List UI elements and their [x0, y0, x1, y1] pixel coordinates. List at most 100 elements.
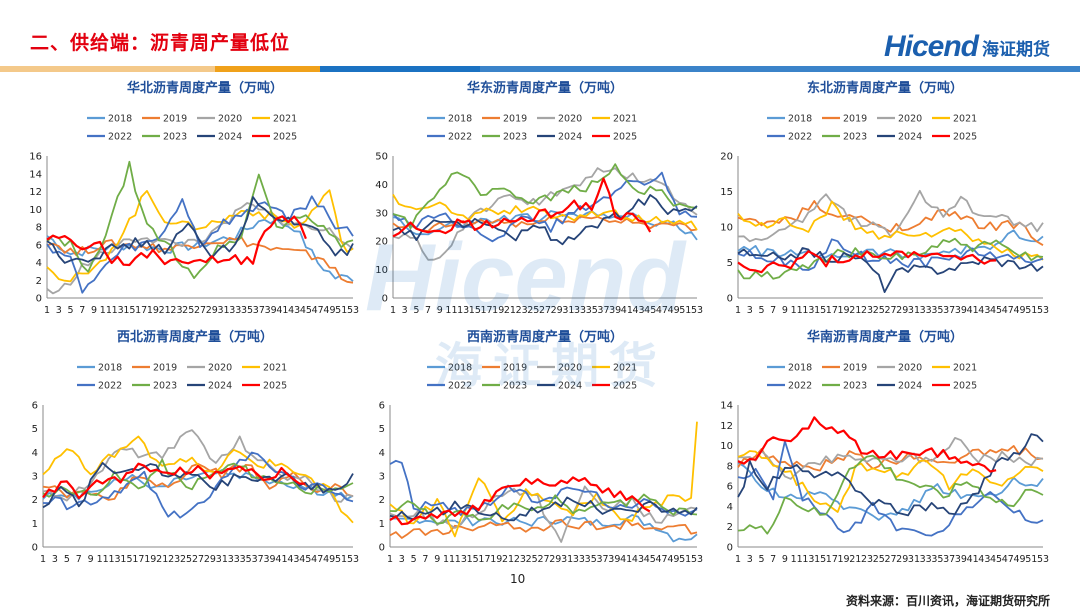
y-tick-label: 10	[720, 223, 733, 234]
legend-label: 2024	[558, 132, 582, 143]
y-tick-label: 10	[29, 205, 42, 216]
x-tick-label: 53	[691, 554, 703, 565]
series-line-2025	[46, 215, 307, 267]
y-tick-label: 14	[720, 401, 733, 412]
legend-label: 2021	[273, 114, 297, 125]
x-tick-label: 27	[537, 554, 549, 565]
y-tick-label: 0	[379, 543, 385, 554]
series-line-2020	[392, 167, 698, 261]
y-tick-label: 10	[375, 265, 388, 276]
y-tick-label: 50	[375, 152, 388, 163]
x-tick-label: 1	[387, 554, 393, 565]
y-tick-label: 0	[32, 543, 38, 554]
series-line-2024	[42, 461, 354, 509]
x-tick-label: 45	[644, 305, 656, 316]
y-tick-label: 6	[379, 401, 385, 412]
x-tick-label: 39	[955, 305, 967, 316]
series-line-2023	[737, 454, 1044, 535]
x-tick-label: 49	[1013, 305, 1025, 316]
x-tick-label: 25	[873, 305, 885, 316]
x-tick-label: 49	[323, 305, 335, 316]
x-tick-label: 23	[168, 554, 180, 565]
series-line-2024	[392, 194, 698, 246]
series-line-2025	[42, 462, 306, 500]
x-tick-label: 29	[551, 305, 563, 316]
legend-label: 2024	[208, 381, 232, 392]
divider-segment	[320, 66, 480, 72]
x-tick-label: 43	[632, 305, 644, 316]
x-tick-label: 13	[802, 305, 814, 316]
legend-label: 2022	[448, 132, 472, 143]
legend-label: 2022	[448, 381, 472, 392]
x-tick-label: 1	[735, 305, 741, 316]
x-tick-label: 29	[204, 554, 216, 565]
x-tick-label: 3	[399, 554, 405, 565]
x-tick-label: 11	[100, 305, 112, 316]
series-line-2022	[389, 459, 698, 517]
x-tick-label: 25	[527, 305, 539, 316]
x-tick-label: 41	[967, 554, 979, 565]
x-tick-label: 11	[791, 305, 803, 316]
x-tick-label: 45	[300, 305, 312, 316]
x-tick-label: 27	[884, 554, 896, 565]
x-tick-label: 3	[402, 305, 408, 316]
x-tick-label: 15	[469, 305, 481, 316]
y-tick-label: 2	[727, 522, 733, 533]
x-tick-label: 17	[480, 305, 492, 316]
x-tick-label: 35	[241, 305, 253, 316]
y-tick-label: 14	[29, 169, 42, 180]
x-tick-label: 31	[216, 554, 228, 565]
x-tick-label: 11	[443, 554, 455, 565]
x-tick-label: 51	[679, 554, 691, 565]
x-tick-label: 9	[437, 305, 443, 316]
y-tick-label: 0	[382, 294, 388, 305]
x-tick-label: 7	[770, 554, 776, 565]
y-tick-label: 6	[36, 240, 42, 251]
x-tick-label: 31	[908, 305, 920, 316]
x-tick-label: 27	[192, 554, 204, 565]
x-tick-label: 3	[747, 554, 753, 565]
y-tick-label: 40	[375, 180, 388, 191]
legend-label: 2023	[503, 381, 527, 392]
divider-segment	[0, 66, 215, 72]
x-tick-label: 15	[123, 305, 135, 316]
chart-title: 华东沥青周度产量（万吨）	[467, 80, 623, 96]
legend-label: 2018	[108, 114, 132, 125]
legend-label: 2018	[788, 363, 812, 374]
chart-title: 西北沥青周度产量（万吨）	[117, 329, 273, 345]
x-tick-label: 39	[263, 554, 275, 565]
x-tick-label: 1	[40, 554, 46, 565]
x-tick-label: 15	[814, 554, 826, 565]
x-tick-label: 21	[159, 305, 171, 316]
x-tick-label: 7	[76, 554, 82, 565]
x-tick-label: 43	[632, 554, 644, 565]
series-line-2022	[42, 451, 354, 519]
x-tick-label: 21	[502, 554, 514, 565]
x-tick-label: 17	[826, 305, 838, 316]
x-tick-label: 43	[978, 305, 990, 316]
y-tick-label: 4	[727, 502, 733, 513]
y-tick-label: 20	[375, 237, 388, 248]
x-tick-label: 25	[526, 554, 538, 565]
x-tick-label: 33	[574, 305, 586, 316]
x-tick-label: 33	[228, 554, 240, 565]
y-tick-label: 1	[379, 519, 385, 530]
x-tick-label: 9	[91, 305, 97, 316]
legend-label: 2023	[503, 132, 527, 143]
legend-label: 2023	[843, 132, 867, 143]
x-tick-label: 31	[217, 305, 229, 316]
y-tick-label: 4	[32, 448, 38, 459]
logo-text-en: Hicend	[883, 30, 979, 63]
legend-label: 2018	[788, 114, 812, 125]
x-tick-label: 35	[586, 305, 598, 316]
series-line-2023	[389, 493, 698, 525]
x-tick-label: 5	[413, 305, 419, 316]
x-tick-label: 3	[56, 305, 62, 316]
legend-label: 2025	[953, 132, 977, 143]
x-tick-label: 27	[194, 305, 206, 316]
series-line-2022	[46, 195, 354, 294]
x-tick-label: 9	[782, 554, 788, 565]
legend-label: 2021	[263, 363, 287, 374]
x-tick-label: 11	[445, 305, 457, 316]
